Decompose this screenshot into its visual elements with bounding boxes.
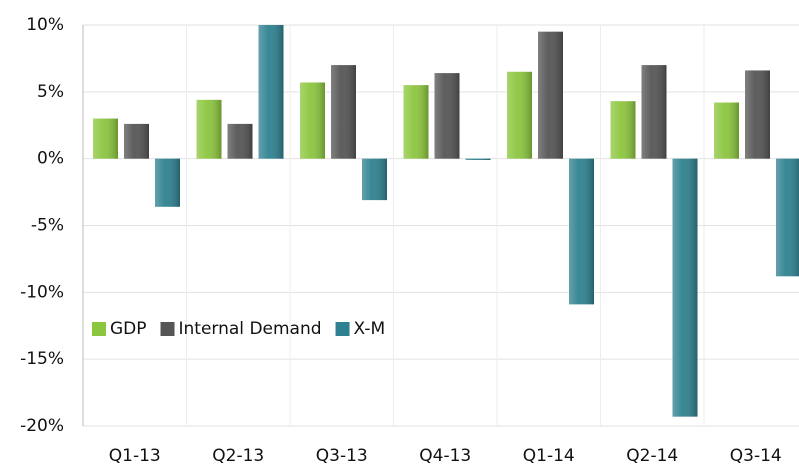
y-tick-label: -20% — [20, 416, 64, 436]
x-tick-label: Q1-13 — [109, 446, 161, 466]
bar-shade — [641, 65, 667, 159]
bar-shade — [196, 99, 222, 159]
bar-shade — [776, 158, 799, 277]
y-tick-label: -5% — [31, 216, 64, 236]
bar-shade — [403, 85, 429, 159]
y-tick-label: -15% — [20, 349, 64, 369]
bar-shade — [745, 70, 770, 159]
bar-shade — [610, 101, 636, 159]
x-tick-label: Q3-14 — [730, 446, 782, 466]
legend-label: GDP — [110, 319, 147, 339]
bar-shade — [362, 158, 387, 201]
bar-shade — [258, 25, 284, 159]
legend-label: Internal Demand — [179, 319, 322, 339]
x-tick-label: Q4-13 — [419, 446, 471, 466]
legend-swatch — [92, 322, 106, 336]
bar-shade — [714, 102, 739, 159]
bar-shade — [465, 158, 491, 161]
bar-shade — [155, 158, 180, 207]
bar-shade — [672, 158, 698, 417]
bar-shade — [434, 73, 460, 159]
y-tick-label: 0% — [37, 149, 64, 169]
bar-shade — [538, 31, 563, 159]
y-tick-label: -10% — [20, 282, 64, 302]
y-tick-label: 10% — [26, 15, 64, 35]
bar-shade — [300, 82, 325, 159]
legend-swatch — [160, 322, 175, 336]
x-tick-label: Q2-14 — [626, 446, 678, 466]
bar-shade — [569, 158, 594, 305]
x-tick-label: Q1-14 — [523, 446, 575, 466]
bar-shade — [227, 123, 253, 159]
x-tick-label: Q3-13 — [316, 446, 368, 466]
bar-shade — [331, 65, 356, 159]
bar-shade — [507, 71, 532, 159]
x-tick-label: Q2-13 — [212, 446, 264, 466]
y-tick-label: 5% — [37, 82, 64, 102]
legend-label: X-M — [354, 319, 386, 339]
legend-swatch — [335, 322, 350, 336]
bar-shade — [93, 118, 118, 159]
bar-shade — [124, 123, 149, 159]
